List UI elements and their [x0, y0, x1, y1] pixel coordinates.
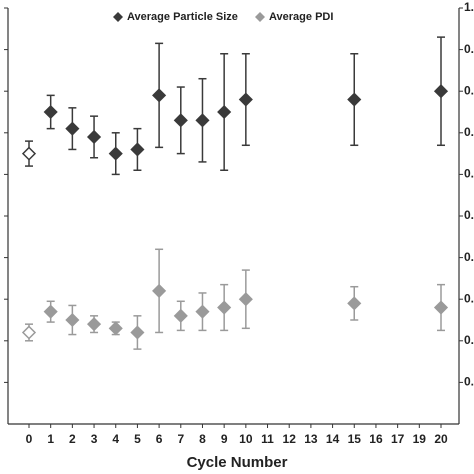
y2-tick-label: 1.	[464, 0, 474, 14]
marker	[238, 92, 253, 107]
marker	[347, 92, 362, 107]
marker	[433, 84, 449, 99]
legend-marker	[113, 12, 123, 22]
x-tick-label: 14	[326, 432, 340, 446]
x-tick-label: 9	[221, 432, 228, 446]
marker	[347, 296, 362, 311]
y2-tick-label: 0.	[464, 250, 474, 264]
x-tick-label: 16	[369, 432, 383, 446]
marker	[173, 308, 188, 323]
marker	[21, 146, 37, 161]
marker	[152, 88, 167, 103]
marker	[195, 113, 210, 128]
y2-tick-label: 0.	[464, 333, 474, 347]
x-tick-label: 1	[47, 432, 54, 446]
marker	[130, 325, 145, 340]
x-axis-title: Cycle Number	[187, 454, 288, 471]
y2-tick-label: 0.	[464, 125, 474, 139]
marker	[217, 104, 232, 120]
x-tick-label: 0	[26, 432, 33, 446]
x-tick-label: 5	[134, 432, 141, 446]
legend-label: Average Particle Size	[127, 11, 238, 23]
marker	[152, 283, 167, 298]
y2-tick-label: 0.	[464, 208, 474, 222]
x-tick-label: 6	[156, 432, 163, 446]
y2-tick-label: 0.	[464, 291, 474, 305]
x-tick-label: 7	[177, 432, 184, 446]
marker	[86, 317, 102, 332]
marker	[433, 300, 449, 315]
marker	[173, 113, 188, 128]
x-tick-label: 4	[112, 432, 119, 446]
x-tick-label: 13	[304, 432, 318, 446]
x-tick-label: 3	[91, 432, 98, 446]
x-tick-label: 19	[413, 432, 427, 446]
marker	[108, 321, 123, 336]
y2-tick-label: 0.	[464, 42, 474, 56]
marker	[238, 292, 253, 307]
x-tick-label: 11	[261, 432, 274, 446]
x-tick-label: 2	[69, 432, 76, 446]
marker	[217, 300, 232, 315]
x-tick-label: 10	[239, 432, 253, 446]
marker	[130, 142, 145, 157]
x-tick-label: 20	[434, 432, 448, 446]
legend-label: Average PDI	[269, 11, 333, 23]
x-tick-label: 17	[391, 432, 405, 446]
marker	[43, 304, 58, 319]
marker	[21, 325, 37, 340]
marker	[43, 104, 58, 120]
marker	[65, 312, 80, 328]
y2-tick-label: 0.	[464, 167, 474, 181]
marker	[86, 129, 102, 145]
marker	[65, 121, 80, 136]
y2-tick-label: 0.	[464, 83, 474, 97]
x-tick-label: 15	[348, 432, 362, 446]
y2-tick-label: 0.	[464, 375, 474, 389]
marker	[195, 304, 210, 319]
legend-marker	[255, 12, 265, 22]
x-tick-label: 8	[199, 432, 206, 446]
x-tick-label: 12	[283, 432, 297, 446]
marker	[108, 146, 123, 161]
